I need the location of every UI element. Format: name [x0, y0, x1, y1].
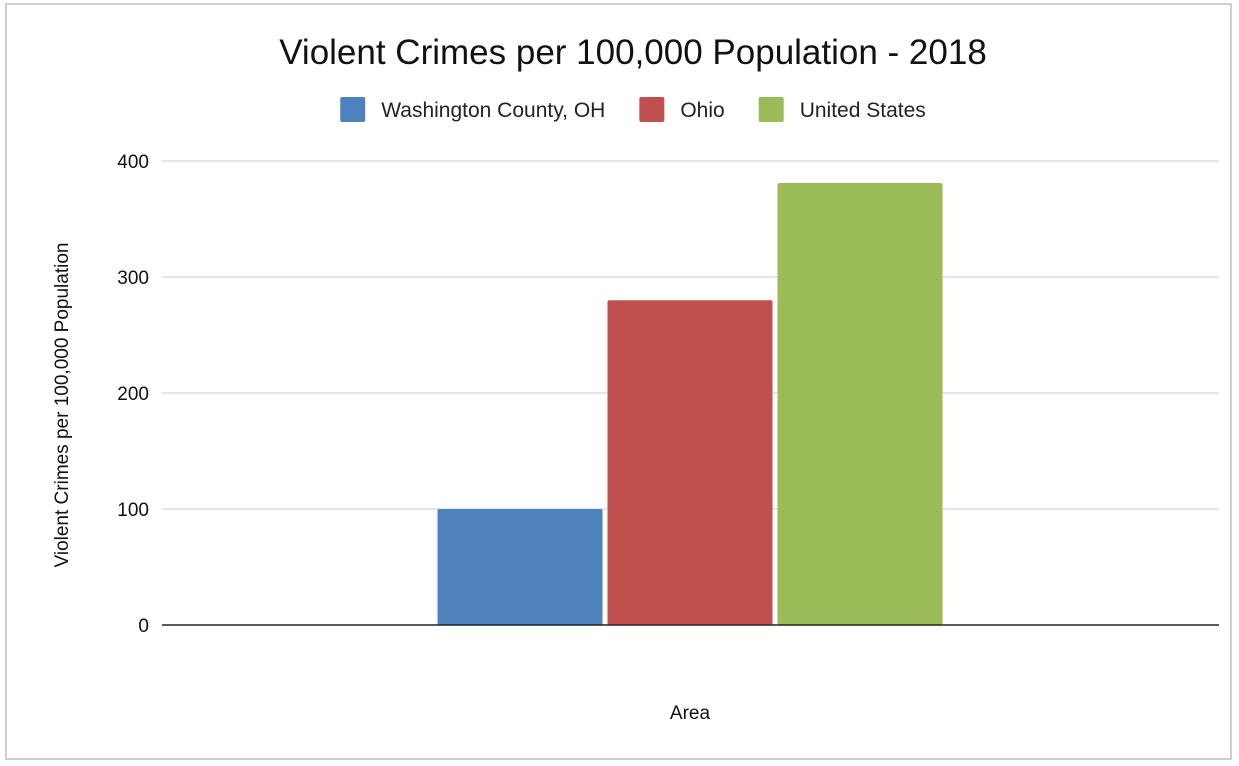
- y-tick-label: 200: [117, 384, 149, 405]
- x-axis-label: Area: [670, 703, 711, 724]
- y-tick-label: 300: [117, 268, 149, 289]
- legend-swatch: [639, 97, 665, 122]
- legend-label: United States: [800, 99, 926, 122]
- chart-title: Violent Crimes per 100,000 Population - …: [279, 33, 987, 72]
- bars: [437, 183, 943, 626]
- y-tick-label: 100: [117, 500, 149, 521]
- y-axis-label: Violent Crimes per 100,000 Population: [52, 243, 73, 568]
- y-tick-label: 400: [117, 152, 149, 173]
- legend-label: Ohio: [680, 99, 724, 122]
- legend: Washington County, OH Ohio United States: [340, 97, 926, 122]
- bar-washington-county-oh: [437, 509, 603, 625]
- legend-label: Washington County, OH: [381, 99, 605, 122]
- y-tick-label: 0: [138, 616, 149, 637]
- bar-ohio: [607, 300, 773, 625]
- bar-united-states: [777, 183, 943, 626]
- legend-swatch: [340, 97, 366, 122]
- legend-swatch: [758, 97, 784, 122]
- y-axis-ticks: 0 100 200 300 400: [117, 152, 149, 637]
